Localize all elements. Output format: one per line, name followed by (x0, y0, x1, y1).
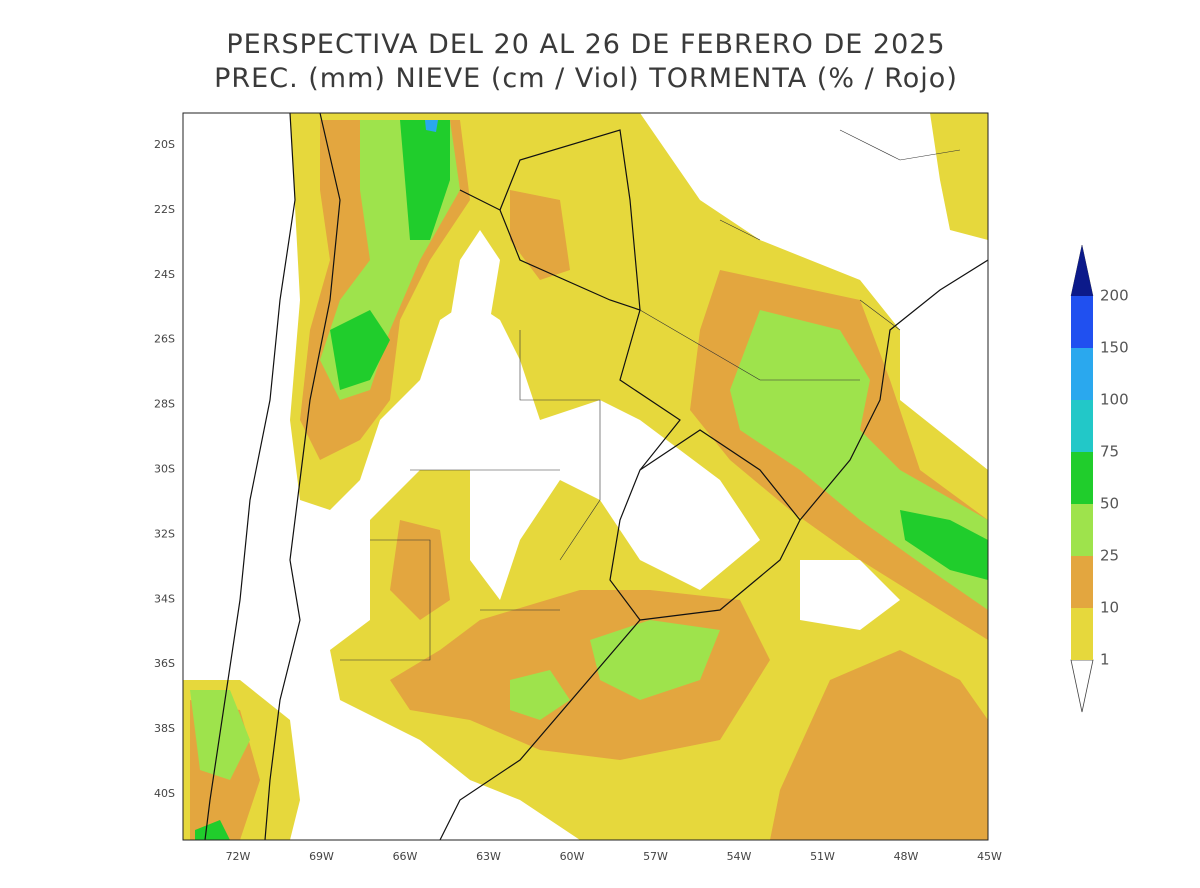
longitude-label: 57W (643, 850, 668, 863)
longitude-label: 54W (727, 850, 752, 863)
legend-label: 75 (1100, 443, 1119, 461)
legend-cap (1071, 245, 1093, 296)
legend-swatch (1071, 556, 1093, 608)
legend-swatch (1071, 452, 1093, 504)
legend-label: 25 (1100, 547, 1119, 565)
latitude-label: 24S (154, 268, 175, 281)
legend-label: 100 (1100, 391, 1129, 409)
map-frame (182, 112, 989, 841)
legend-swatch (1071, 504, 1093, 556)
longitude-label: 48W (894, 850, 919, 863)
latitude-label: 20S (154, 138, 175, 151)
longitude-label: 60W (560, 850, 585, 863)
longitude-label: 69W (309, 850, 334, 863)
legend-label: 1 (1100, 651, 1110, 669)
legend-swatch (1071, 608, 1093, 660)
legend: 1 10 25 50 75 100 150 200 (1070, 244, 1129, 713)
legend-swatch (1071, 296, 1093, 348)
legend-label: 10 (1100, 599, 1119, 617)
latitude-label: 28S (154, 398, 175, 411)
legend-swatch (1071, 348, 1093, 400)
longitude-label: 45W (977, 850, 1002, 863)
longitude-label: 72W (226, 850, 251, 863)
latitude-label: 40S (154, 787, 175, 800)
longitude-label: 66W (393, 850, 418, 863)
latitude-label: 22S (154, 203, 175, 216)
legend-label: 200 (1100, 287, 1129, 305)
subtitle: PREC. (mm) NIEVE (cm / Viol) TORMENTA (%… (214, 63, 958, 94)
legend-swatch (1071, 400, 1093, 452)
latitude-label: 26S (154, 333, 175, 346)
longitude-label: 63W (476, 850, 501, 863)
latitude-label: 34S (154, 592, 175, 605)
legend-label: 50 (1100, 495, 1119, 513)
precipitation-field (183, 113, 988, 840)
latitude-label: 32S (154, 527, 175, 540)
latitude-label: 30S (154, 463, 175, 476)
legend-label: 150 (1100, 339, 1129, 357)
title: PERSPECTIVA DEL 20 AL 26 DE FEBRERO DE 2… (226, 29, 945, 60)
latitude-label: 36S (154, 657, 175, 670)
latitude-label: 38S (154, 722, 175, 735)
longitude-label: 51W (810, 850, 835, 863)
